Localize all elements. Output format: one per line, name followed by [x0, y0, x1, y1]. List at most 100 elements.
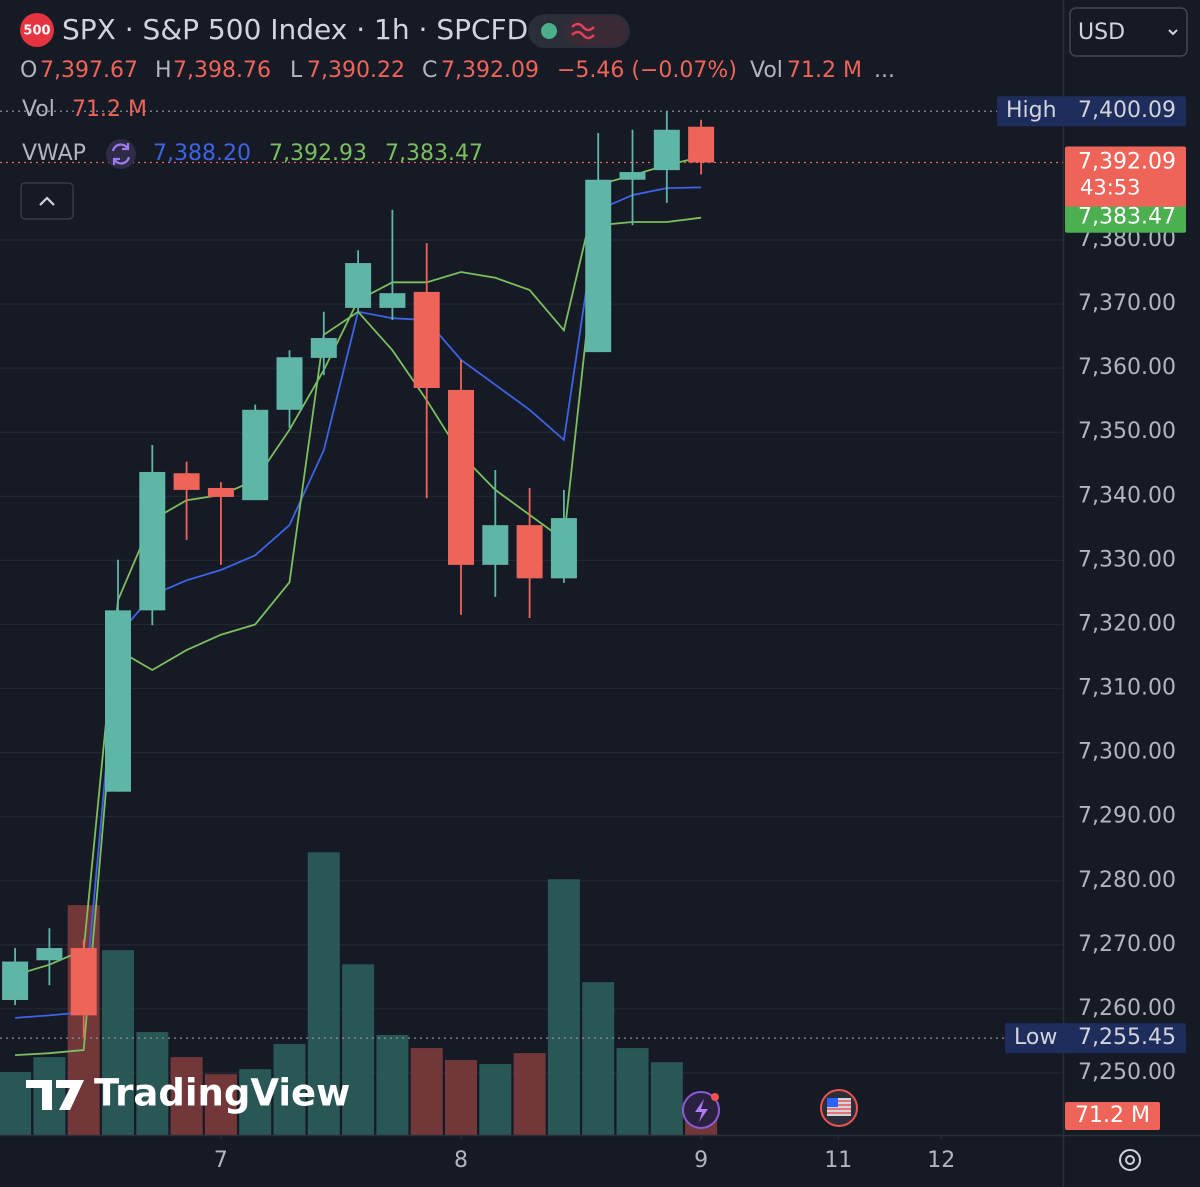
- legend-close: 7,392.09: [441, 58, 539, 83]
- candle-body: [653, 129, 680, 171]
- currency-selector[interactable]: [1069, 7, 1188, 57]
- plot-layer: [0, 110, 1063, 1135]
- watermark-text: TradingView: [94, 1072, 350, 1115]
- axis-layer: 7,250.00 7,260.00 7,270.00 7,280.00 7,290.00…: [214, 96, 1186, 1173]
- legend-volume-name: Vol: [750, 58, 783, 83]
- volume-marker: [1065, 1102, 1160, 1131]
- x-tick-label: 9: [694, 1148, 708, 1173]
- settings-icon: [1125, 1155, 1135, 1165]
- watermark: TradingView: [26, 1072, 350, 1115]
- delay-indicator: [565, 16, 627, 46]
- volume-bar: [342, 964, 375, 1135]
- volume-bar: [410, 1048, 443, 1135]
- y-tick-label: 7,370.00: [1078, 291, 1176, 316]
- volume-marker-value: 71.2 M: [1075, 1103, 1150, 1128]
- vwap-legend-value: 7,383.47: [385, 141, 483, 166]
- candle-body: [2, 961, 29, 1000]
- y-tick-label: 7,340.00: [1078, 483, 1176, 508]
- candle-body: [345, 263, 372, 308]
- chart-title: SPX · S&P 500 Index · 1h · SPCFD: [62, 13, 528, 46]
- legend-low-name: L: [290, 58, 303, 83]
- candle-body: [104, 610, 131, 792]
- delay-icon: [571, 22, 595, 40]
- legend-low: 7,390.22: [307, 58, 405, 83]
- candle-body: [310, 338, 337, 358]
- high-marker-value: 7,400.09: [1078, 98, 1176, 123]
- candle-body: [482, 525, 509, 565]
- candle-body: [516, 525, 543, 579]
- legend-open-name: O: [20, 58, 37, 83]
- x-tick-label: 12: [927, 1148, 955, 1173]
- y-tick-label: 7,260.00: [1078, 996, 1176, 1021]
- market-status-dot: [541, 23, 557, 39]
- volume-bar: [307, 852, 340, 1135]
- collapse-legend-button[interactable]: [20, 182, 74, 220]
- legend-high: 7,398.76: [173, 58, 271, 83]
- volume-bar: [239, 1069, 272, 1135]
- low-marker: [1005, 1023, 1186, 1054]
- x-tick-label: 7: [214, 1148, 228, 1173]
- candle-body: [207, 487, 234, 497]
- volume-study-name: Vol: [22, 97, 55, 122]
- price-marker-value: 7,392.09: [1078, 150, 1176, 175]
- volume-bar: [445, 1060, 478, 1135]
- vwap-study-name: VWAP: [22, 141, 86, 166]
- candle-body: [276, 357, 303, 410]
- volume-study-value: 71.2 M: [72, 97, 147, 122]
- price-marker: [1065, 146, 1186, 207]
- y-tick-label: 7,350.00: [1078, 419, 1176, 444]
- y-tick-label: 7,280.00: [1078, 868, 1176, 893]
- candle-body: [36, 948, 63, 961]
- flag-canton: [827, 1098, 838, 1107]
- grid-layer: [0, 239, 1063, 1074]
- collapse-icon: [39, 196, 55, 206]
- volume-bar: [376, 1035, 409, 1135]
- legend-close-name: C: [422, 58, 437, 83]
- legend-more[interactable]: ...: [874, 58, 895, 83]
- candle-body: [585, 179, 612, 353]
- currency-chevron: [1168, 29, 1178, 36]
- symbol-badge-text: 500: [23, 24, 50, 39]
- y-tick-label: 7,270.00: [1078, 932, 1176, 957]
- candle-body: [242, 409, 269, 501]
- high-marker-name: High: [1006, 98, 1057, 123]
- volume-bar: [170, 1057, 203, 1135]
- settings-button[interactable]: [1119, 1149, 1141, 1171]
- volume-bar: [101, 950, 134, 1135]
- vwap-refresh-icon: [111, 143, 131, 165]
- vwap-marker: [1065, 202, 1186, 233]
- high-marker: [997, 96, 1186, 127]
- legend-change: −5.46 (−0.07%): [557, 58, 737, 83]
- volume-bar: [0, 1072, 32, 1135]
- volume-bar: [616, 1048, 649, 1135]
- candle-body: [619, 172, 646, 180]
- y-tick-label: 7,310.00: [1078, 676, 1176, 701]
- price-countdown: 43:53: [1080, 176, 1141, 200]
- volume-bar: [136, 1032, 169, 1135]
- vwap-legend-values: 7,388.20 7,392.93 7,383.47: [153, 141, 483, 166]
- low-marker-name: Low: [1014, 1025, 1057, 1050]
- y-tick-label: 7,320.00: [1078, 611, 1176, 636]
- candle-body: [550, 518, 577, 579]
- volume-bar: [204, 1074, 237, 1135]
- candle-body: [173, 473, 200, 490]
- y-tick-label: 7,290.00: [1078, 804, 1176, 829]
- flag-stripes: [827, 1100, 851, 1114]
- vwap-legend-value: 7,392.93: [269, 141, 367, 166]
- vwap-marker-value: 7,383.47: [1078, 205, 1176, 230]
- y-tick-label: 7,330.00: [1078, 547, 1176, 572]
- volume-bar: [582, 982, 615, 1135]
- candle-body: [379, 293, 406, 308]
- legend-high-name: H: [155, 58, 172, 83]
- candle-body: [688, 126, 715, 163]
- legend-volume: 71.2 M: [787, 58, 862, 83]
- volume-bar: [547, 879, 580, 1135]
- event-icon-glyph: [695, 1099, 708, 1122]
- volume-bar: [479, 1064, 512, 1135]
- currency-label: USD: [1078, 20, 1125, 45]
- x-tick-label: 8: [454, 1148, 468, 1173]
- low-marker-value: 7,255.45: [1078, 1025, 1176, 1050]
- vwap-legend-value: 7,388.20: [153, 141, 251, 166]
- volume-bar: [513, 1053, 546, 1135]
